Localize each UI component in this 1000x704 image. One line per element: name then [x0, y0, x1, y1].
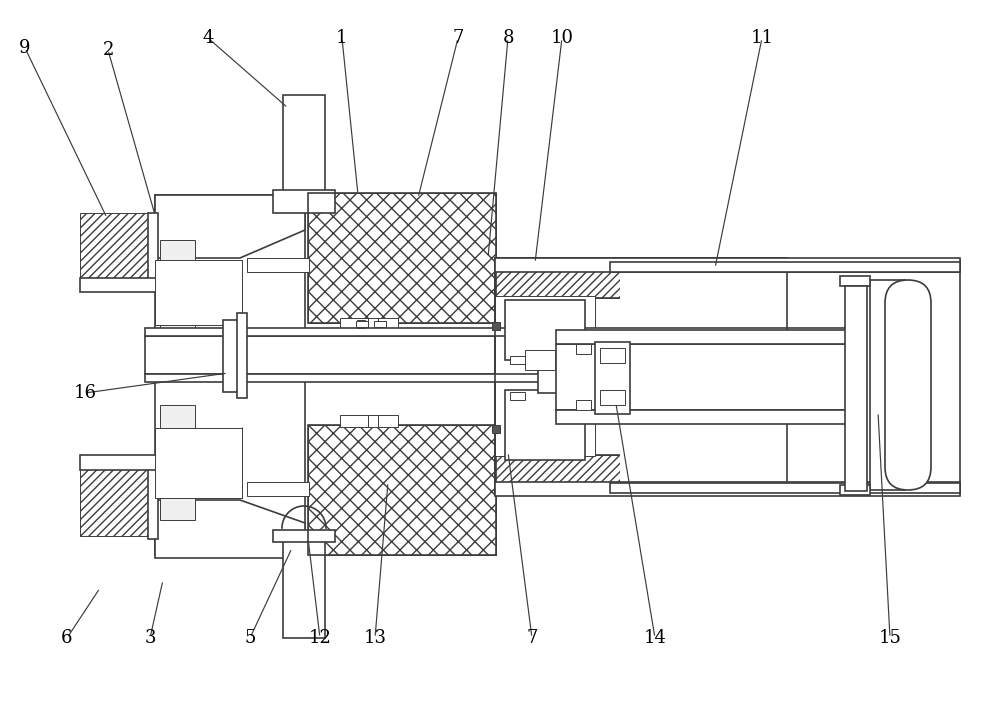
Bar [495, 296, 595, 456]
Bar [160, 240, 195, 355]
Bar [356, 321, 368, 327]
Bar [556, 344, 846, 410]
Bar [576, 344, 591, 354]
Bar [155, 428, 242, 498]
Text: 9: 9 [19, 39, 31, 57]
Bar [505, 300, 585, 360]
Bar [576, 400, 591, 410]
FancyBboxPatch shape [885, 280, 931, 490]
Bar [80, 468, 148, 536]
Bar [610, 483, 960, 493]
Bar [870, 280, 905, 490]
Bar [556, 330, 846, 344]
Bar [495, 258, 787, 298]
Bar [308, 193, 496, 323]
Bar [80, 278, 168, 292]
Bar [308, 193, 496, 323]
Bar [247, 482, 309, 496]
Bar [510, 392, 525, 400]
Bar [283, 538, 325, 638]
Bar [155, 260, 242, 325]
Bar [368, 415, 378, 427]
Bar [145, 328, 850, 336]
Text: 12: 12 [309, 629, 331, 647]
Bar [845, 286, 867, 491]
Bar [840, 485, 870, 495]
Text: 6: 6 [61, 629, 73, 647]
Bar [495, 455, 787, 495]
Text: 13: 13 [364, 629, 386, 647]
Bar [538, 358, 586, 393]
Bar [600, 390, 625, 405]
Text: 7: 7 [452, 29, 464, 47]
Bar [160, 405, 195, 520]
Text: 7: 7 [526, 629, 538, 647]
Text: 14: 14 [644, 629, 666, 647]
Bar [495, 258, 787, 495]
Bar [148, 460, 158, 539]
Bar [525, 350, 555, 370]
Text: 15: 15 [879, 629, 901, 647]
Bar [600, 348, 625, 363]
Text: 11: 11 [750, 29, 774, 47]
Bar [378, 318, 398, 330]
Bar [495, 258, 960, 272]
Bar [492, 425, 500, 433]
Bar [273, 530, 335, 542]
Bar [495, 482, 960, 496]
Bar [492, 322, 500, 330]
Bar [145, 336, 850, 374]
Bar [145, 374, 850, 382]
Bar [223, 320, 241, 392]
Bar [610, 262, 960, 272]
Bar [247, 258, 309, 272]
Bar [510, 356, 525, 364]
Bar [378, 415, 398, 427]
Bar [595, 342, 630, 414]
Bar [495, 260, 960, 494]
Text: 16: 16 [74, 384, 96, 402]
Bar [357, 320, 365, 328]
Bar [340, 318, 368, 330]
Bar [80, 213, 148, 281]
Bar [840, 276, 870, 286]
Polygon shape [155, 195, 305, 258]
Bar [273, 190, 335, 213]
Text: 1: 1 [336, 29, 348, 47]
Bar [283, 95, 325, 195]
Text: 2: 2 [102, 41, 114, 59]
Bar [495, 455, 787, 495]
Bar [308, 425, 496, 555]
Bar [340, 415, 368, 427]
Text: 8: 8 [502, 29, 514, 47]
Bar [368, 318, 378, 330]
Polygon shape [155, 500, 305, 558]
Bar [155, 195, 305, 555]
Bar [374, 321, 386, 327]
Text: 10: 10 [550, 29, 574, 47]
Text: 3: 3 [144, 629, 156, 647]
Text: 5: 5 [244, 629, 256, 647]
Bar [237, 313, 247, 398]
Bar [620, 272, 950, 483]
Bar [148, 213, 158, 281]
Bar [308, 425, 496, 555]
Bar [505, 390, 585, 460]
Text: 4: 4 [202, 29, 214, 47]
Bar [80, 455, 168, 470]
Bar [495, 258, 787, 298]
Bar [556, 410, 846, 424]
